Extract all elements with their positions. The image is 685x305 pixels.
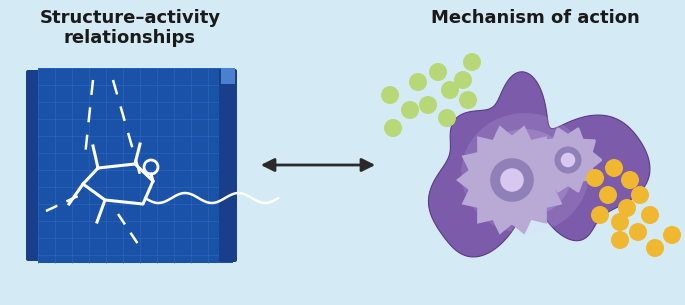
Circle shape <box>459 91 477 109</box>
Ellipse shape <box>461 113 588 233</box>
Circle shape <box>599 186 617 204</box>
Polygon shape <box>534 127 602 192</box>
Polygon shape <box>221 68 235 84</box>
Circle shape <box>500 168 524 192</box>
Circle shape <box>438 109 456 127</box>
Circle shape <box>384 119 402 137</box>
Circle shape <box>591 206 609 224</box>
Circle shape <box>629 223 647 241</box>
FancyBboxPatch shape <box>26 70 44 261</box>
Circle shape <box>611 231 629 249</box>
Circle shape <box>605 159 623 177</box>
Circle shape <box>454 71 472 89</box>
Text: Mechanism of action: Mechanism of action <box>431 9 639 27</box>
Circle shape <box>470 138 554 222</box>
Ellipse shape <box>478 129 572 217</box>
Circle shape <box>409 73 427 91</box>
Circle shape <box>401 101 419 119</box>
Ellipse shape <box>506 156 544 191</box>
Circle shape <box>490 158 534 202</box>
Ellipse shape <box>493 143 558 203</box>
Circle shape <box>663 226 681 244</box>
Circle shape <box>463 53 481 71</box>
Circle shape <box>641 206 659 224</box>
FancyBboxPatch shape <box>219 69 237 262</box>
Text: Structure–activity
relationships: Structure–activity relationships <box>40 9 221 47</box>
Circle shape <box>381 86 399 104</box>
Circle shape <box>429 63 447 81</box>
Circle shape <box>618 199 636 217</box>
Circle shape <box>554 146 582 174</box>
Circle shape <box>646 239 664 257</box>
Circle shape <box>441 81 459 99</box>
Polygon shape <box>456 125 568 235</box>
Circle shape <box>631 186 649 204</box>
Circle shape <box>542 134 594 186</box>
Circle shape <box>561 153 575 167</box>
Circle shape <box>586 169 604 187</box>
Circle shape <box>621 171 639 189</box>
Polygon shape <box>429 72 650 257</box>
Circle shape <box>419 96 437 114</box>
Circle shape <box>611 213 629 231</box>
FancyBboxPatch shape <box>38 68 233 263</box>
